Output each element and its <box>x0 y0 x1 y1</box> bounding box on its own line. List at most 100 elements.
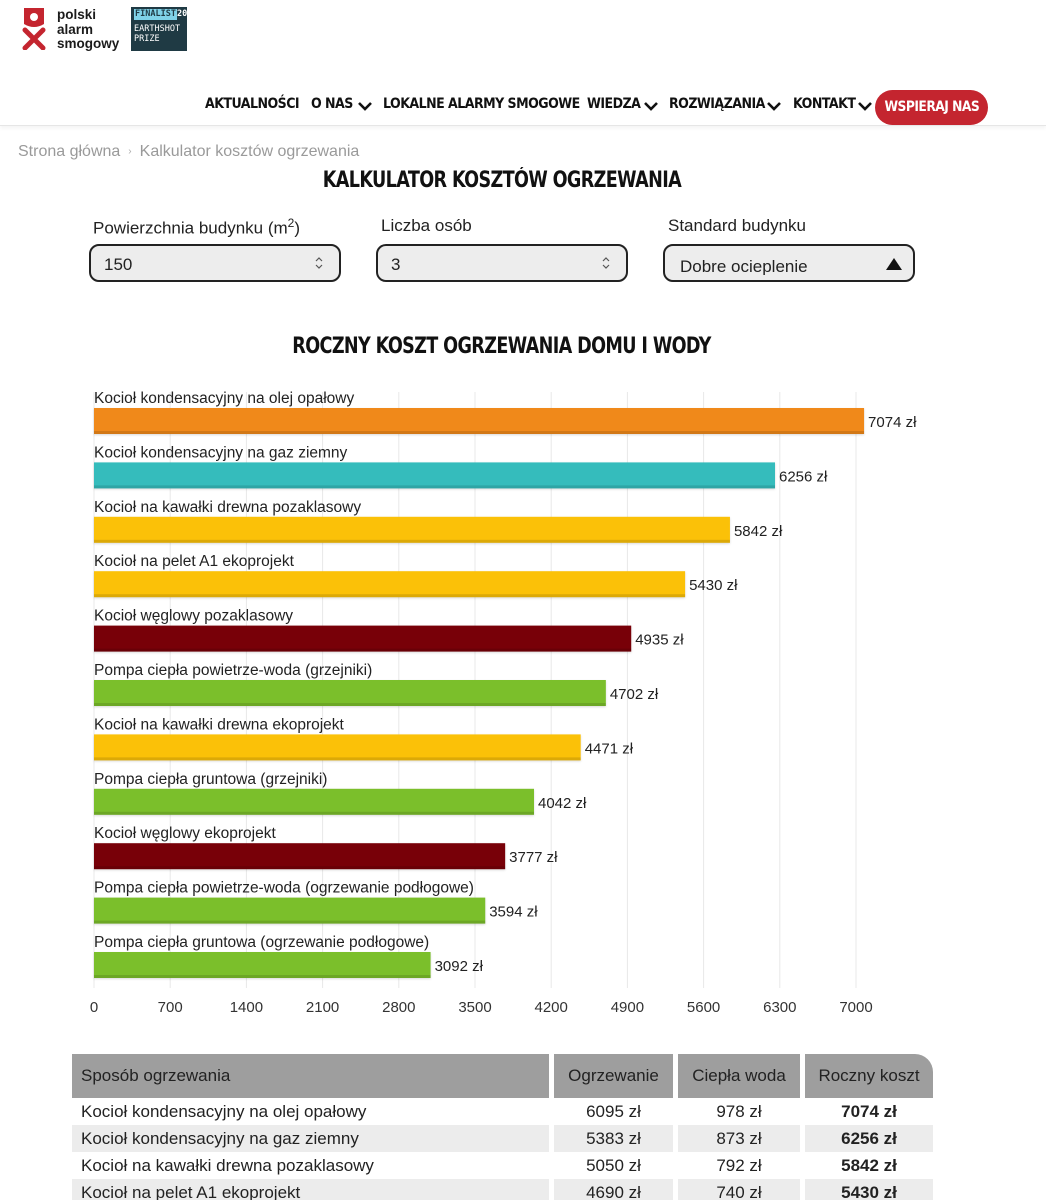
site-logo[interactable]: polski alarm smogowy <box>20 6 130 54</box>
table-cell: Kocioł kondensacyjny na olej opałowy <box>81 1102 367 1121</box>
data-label: 4702 zł <box>610 686 659 703</box>
area-unit: (m <box>267 218 288 238</box>
table-row: Kocioł kondensacyjny na olej opałowy 609… <box>72 1098 933 1125</box>
table-cell: 5842 zł <box>841 1156 897 1175</box>
table-cell: Kocioł kondensacyjny na gaz ziemny <box>72 1125 549 1152</box>
spinner-icon[interactable] <box>315 256 323 270</box>
table-cell: Kocioł na pelet A1 ekoprojekt <box>72 1179 549 1200</box>
area-label: Powierzchnia budynku (m2) <box>93 216 300 239</box>
bar <box>94 571 686 598</box>
table-cell: 5050 zł <box>586 1156 641 1175</box>
category-label: Kocioł na kawałki drewna ekoprojekt <box>94 716 345 733</box>
nav-item-kontakt[interactable]: KONTAKT <box>793 96 856 112</box>
support-button[interactable]: WSPIERAJ NAS <box>875 90 988 125</box>
logo-wordmark: polski alarm smogowy <box>57 7 120 52</box>
badge-line: EARTHSHOT <box>134 23 181 34</box>
table-cell: 6095 zł <box>586 1102 641 1121</box>
x-tick-label: 2800 <box>382 999 415 1016</box>
category-label: Kocioł kondensacyjny na gaz ziemny <box>94 444 348 461</box>
table-cell: Kocioł na kawałki drewna pozaklasowy <box>81 1156 374 1175</box>
x-tick-label: 0 <box>90 999 98 1016</box>
chevron-down-icon[interactable] <box>643 100 659 112</box>
breadcrumb-separator: › <box>128 146 132 157</box>
x-tick-label: 6300 <box>763 999 796 1016</box>
area-input-value: 150 <box>104 255 133 274</box>
main-nav: AKTUALNOŚCI O NAS LOKALNE ALARMY SMOGOWE… <box>0 88 1046 128</box>
page-title: KALKULATOR KOSZTÓW OGRZEWANIA <box>0 168 1003 193</box>
bar-shade <box>94 975 431 978</box>
column-header: Ciepła woda <box>678 1054 800 1098</box>
bar <box>94 843 506 870</box>
logo-mark-icon <box>22 8 46 50</box>
nav-item-o-nas[interactable]: O NAS <box>311 96 353 112</box>
bar <box>94 734 581 761</box>
x-tick-label: 5600 <box>687 999 720 1016</box>
x-tick-label: 1400 <box>230 999 263 1016</box>
table-cell: 792 zł <box>716 1156 762 1175</box>
standard-label: Standard budynku <box>668 216 806 235</box>
x-tick-label: 4200 <box>535 999 568 1016</box>
standard-select[interactable]: Dobre ocieplenie <box>663 244 915 282</box>
category-label: Pompa ciepła gruntowa (grzejniki) <box>94 771 327 788</box>
support-button-label: WSPIERAJ NAS <box>884 99 979 115</box>
breadcrumb-home[interactable]: Strona główna <box>18 143 121 160</box>
category-label: Kocioł na pelet A1 ekoprojekt <box>94 553 295 570</box>
earthshot-badge[interactable]: FINALIST2023 EARTHSHOT PRIZE <box>131 7 197 51</box>
data-label: 7074 zł <box>868 414 917 431</box>
breadcrumb: Strona główna › Kalkulator kosztów ogrzewa… <box>18 143 359 161</box>
triangle-up-icon[interactable] <box>886 258 902 270</box>
badge-finalist: FINALIST <box>134 9 177 20</box>
nav-item-rozwiazania[interactable]: ROZWIĄZANIA <box>669 96 765 112</box>
bar <box>94 788 535 815</box>
x-tick-label: 2100 <box>306 999 339 1016</box>
bar-shade <box>94 811 535 815</box>
table-cell: 740 zł <box>678 1179 800 1200</box>
people-label: Liczba osób <box>381 216 472 235</box>
nav-item-lokalne-alarmy[interactable]: LOKALNE ALARMY SMOGOWE <box>383 96 580 112</box>
x-tick-label: 3500 <box>458 999 491 1016</box>
bar <box>94 408 865 434</box>
x-tick-label: 700 <box>158 999 183 1016</box>
bar <box>94 462 776 489</box>
bar <box>94 897 486 924</box>
chevron-down-icon[interactable] <box>357 100 373 112</box>
table-cell: 5430 zł <box>805 1179 933 1200</box>
standard-select-value: Dobre ocieplenie <box>680 257 808 275</box>
table-cell: 4690 zł <box>554 1179 673 1200</box>
nav-item-wiedza[interactable]: WIEDZA <box>587 96 641 112</box>
table-cell: 873 zł <box>678 1125 800 1152</box>
chart-title: ROCZNY KOSZT OGRZEWANIA DOMU I WODY <box>0 334 1003 359</box>
bar-shade <box>94 594 686 598</box>
chevron-down-icon[interactable] <box>857 100 873 112</box>
nav-item-aktualnosci[interactable]: AKTUALNOŚCI <box>205 96 300 112</box>
category-label: Kocioł węglowy pozaklasowy <box>94 608 293 625</box>
chevron-down-icon[interactable] <box>766 100 782 112</box>
spinner-icon[interactable] <box>602 256 610 270</box>
table-header: Sposób ogrzewania Ogrzewanie Ciepła woda… <box>72 1054 933 1098</box>
bar-shade <box>94 539 730 543</box>
table-cell: 7074 zł <box>841 1102 897 1121</box>
bar-shade <box>94 757 581 761</box>
bar-shade <box>94 648 632 652</box>
badge-line: PRIZE <box>134 34 160 44</box>
area-unit-close: ) <box>294 218 301 238</box>
bar-shade <box>94 431 865 434</box>
logo-line: smogowy <box>57 36 120 51</box>
data-label: 3092 zł <box>435 958 484 975</box>
column-header: Ogrzewanie <box>554 1054 673 1098</box>
table-cell: 6256 zł <box>805 1125 933 1152</box>
bar <box>94 680 606 706</box>
site-header: polski alarm smogowy FINALIST2023 EARTHS… <box>0 0 1046 126</box>
bar-shade <box>94 703 606 706</box>
data-label: 3777 zł <box>509 849 558 866</box>
table-row: Kocioł kondensacyjny na gaz ziemny 5383 … <box>72 1125 933 1152</box>
bar <box>94 952 431 978</box>
area-input[interactable]: 150 <box>89 244 341 282</box>
badge-year: 2023 <box>176 9 198 19</box>
logo-line: alarm <box>57 21 94 37</box>
data-label: 4935 zł <box>635 632 684 649</box>
data-label: 6256 zł <box>779 468 828 485</box>
people-input[interactable]: 3 <box>376 244 628 282</box>
data-label: 3594 zł <box>489 904 538 921</box>
category-label: Pompa ciepła gruntowa (ogrzewanie podłog… <box>94 934 429 951</box>
